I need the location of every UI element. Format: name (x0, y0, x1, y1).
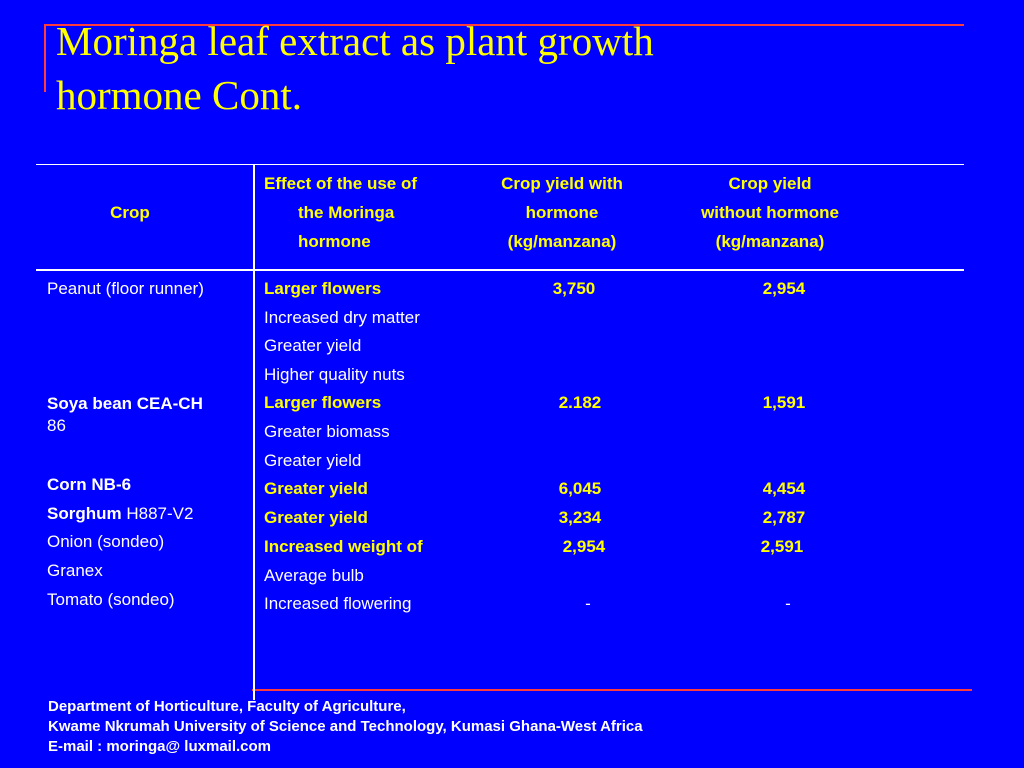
footer-university: Kwame Nkrumah University of Science and … (48, 718, 643, 735)
yield-without-onion: 2,591 (760, 537, 804, 556)
header-effect-line-3: hormone (298, 232, 371, 251)
yield-with-tomato: - (585, 594, 591, 613)
yield-with-soya: 2.182 (558, 393, 602, 412)
effect-corn-greater-yield: Greater yield (264, 479, 368, 498)
crop-granex: Granex (47, 561, 103, 580)
footer-email: E-mail : moringa@ luxmail.com (48, 738, 272, 755)
crop-sorghum-name: Sorghum (47, 504, 122, 523)
effect-peanut-quality-nuts: Higher quality nuts (264, 365, 405, 384)
yield-without-corn: 4,454 (762, 479, 806, 498)
slide-title-line-2: hormone Cont. (56, 72, 302, 118)
effect-peanut-dry-matter: Increased dry matter (264, 308, 420, 327)
header-crop-label: Crop (110, 203, 150, 222)
slide-title: Moringa leaf extract as plant growth hor… (56, 14, 956, 122)
header-with-line-2: hormone (525, 203, 599, 222)
header-effect-line-2: the Moringa (298, 203, 395, 222)
yield-without-sorghum: 2,787 (762, 508, 806, 527)
yield-with-corn: 6,045 (558, 479, 602, 498)
effect-tomato-flowering: Increased flowering (264, 594, 412, 613)
crop-soya-bean: Soya bean CEA-CH 86 (47, 393, 203, 437)
crop-sorghum: Sorghum H887-V2 (47, 504, 193, 524)
crop-sorghum-code: H887-V2 (121, 504, 194, 523)
effect-peanut-greater-yield: Greater yield (264, 336, 362, 355)
accent-line-left (44, 24, 46, 92)
header-with-line-1: Crop yield with (501, 174, 623, 193)
header-effect: Effect of the use of the Moringa hormone (264, 169, 417, 256)
yield-with-peanut: 3,750 (552, 279, 596, 298)
header-effect-line-1: Effect of the use of (264, 174, 418, 193)
slide-title-line-1: Moringa leaf extract as plant growth (56, 18, 654, 64)
footer-department: Department of Horticulture, Faculty of A… (48, 698, 406, 715)
accent-line-bottom (252, 689, 972, 691)
footer: Department of Horticulture, Faculty of A… (48, 697, 643, 757)
table-top-rule (36, 164, 964, 165)
yield-without-tomato: - (785, 594, 791, 613)
effect-peanut-larger-flowers: Larger flowers (264, 279, 382, 298)
yield-with-onion: 2,954 (562, 537, 606, 556)
header-without-line-1: Crop yield (728, 174, 812, 193)
table-column-divider (253, 164, 255, 700)
header-crop: Crop (36, 198, 224, 227)
crop-soya-bean-name: Soya bean CEA-CH (47, 394, 203, 413)
effect-onion-average-bulb: Average bulb (264, 566, 364, 585)
effect-onion-weight: Increased weight of (264, 537, 423, 556)
crop-tomato: Tomato (sondeo) (47, 590, 175, 609)
header-yield-with: Crop yield with hormone (kg/manzana) (472, 169, 652, 256)
header-without-line-2: without hormone (701, 203, 839, 222)
effect-soya-greater-yield: Greater yield (264, 451, 362, 470)
yield-without-peanut: 2,954 (762, 279, 806, 298)
crop-soya-bean-code: 86 (47, 416, 66, 435)
effect-soya-biomass: Greater biomass (264, 422, 390, 441)
effect-sorghum-greater-yield: Greater yield (264, 508, 368, 527)
accent-line-top (44, 24, 964, 26)
crop-onion: Onion (sondeo) (47, 532, 165, 551)
crop-corn: Corn NB-6 (47, 475, 132, 494)
effect-soya-larger-flowers: Larger flowers (264, 393, 382, 412)
yield-with-sorghum: 3,234 (558, 508, 602, 527)
table-header-rule (36, 269, 964, 271)
header-with-line-3: (kg/manzana) (507, 232, 617, 251)
yield-without-soya: 1,591 (762, 393, 806, 412)
header-yield-without: Crop yield without hormone (kg/manzana) (680, 169, 860, 256)
header-without-line-3: (kg/manzana) (715, 232, 825, 251)
crop-peanut: Peanut (floor runner) (47, 279, 204, 298)
